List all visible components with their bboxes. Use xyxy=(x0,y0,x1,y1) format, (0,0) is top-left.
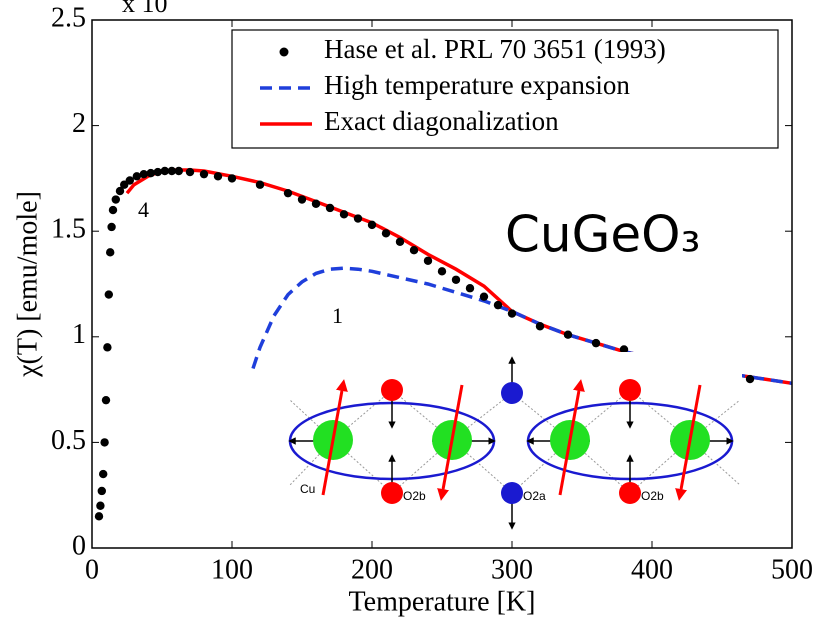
data-point xyxy=(108,205,118,215)
curve-label: 4 xyxy=(138,197,149,222)
data-point xyxy=(339,210,349,219)
legend-label: Exact diagonalization xyxy=(324,106,559,136)
data-point xyxy=(465,284,475,293)
data-point xyxy=(100,438,109,447)
spin-arrow xyxy=(321,379,348,496)
data-point xyxy=(535,322,545,331)
inset: Cu O2b O2a O2b xyxy=(282,352,742,530)
data-point xyxy=(353,214,363,223)
spin-arrow xyxy=(437,384,464,501)
data-point xyxy=(283,188,293,198)
data-point xyxy=(213,172,223,181)
oxygen-o2b xyxy=(381,482,403,504)
y-tick-label: 2 xyxy=(72,108,86,139)
data-point xyxy=(115,186,125,196)
data-point xyxy=(106,248,115,257)
x-tick-label: 300 xyxy=(491,554,533,585)
legend-box xyxy=(231,29,779,149)
y-axis-label: χ(T) [emu/mole] xyxy=(12,191,43,378)
data-point xyxy=(139,169,148,179)
data-point xyxy=(132,172,141,181)
data-point xyxy=(423,256,433,265)
data-point xyxy=(563,330,573,339)
data-point xyxy=(451,275,461,284)
data-point xyxy=(107,222,116,232)
oxygen-o2a xyxy=(501,482,523,504)
data-point xyxy=(104,290,114,299)
x-tick-label: 100 xyxy=(211,554,253,585)
data-point xyxy=(111,195,121,204)
inset-label: O2b xyxy=(641,489,664,503)
legend-marker xyxy=(279,47,289,57)
data-point xyxy=(101,395,111,405)
data-point xyxy=(395,237,405,246)
data-point xyxy=(99,469,108,479)
data-point xyxy=(297,195,307,204)
data-point xyxy=(325,203,335,213)
data-point xyxy=(745,374,755,384)
data-point xyxy=(96,501,105,510)
data-point xyxy=(479,292,489,301)
y-tick-label: 2.5 xyxy=(51,2,86,33)
data-point xyxy=(97,486,107,496)
compound-label: CuGeO₃ xyxy=(505,206,701,264)
legend-label: Hase et al. PRL 70 3651 (1993) xyxy=(324,34,666,64)
oxygen-o2b xyxy=(381,379,403,401)
data-point xyxy=(409,246,419,255)
x-tick-label: 500 xyxy=(771,554,813,585)
data-point xyxy=(146,168,155,178)
spin-arrow xyxy=(675,384,702,501)
data-point xyxy=(381,229,391,238)
data-point xyxy=(255,180,265,189)
data-point xyxy=(174,166,183,176)
data-point xyxy=(153,167,162,177)
curve-label: 1 xyxy=(332,303,343,328)
inset-label: Cu xyxy=(300,482,315,496)
plot-frame xyxy=(91,19,793,549)
data-point xyxy=(199,169,209,179)
y-tick-label: 0.5 xyxy=(51,425,86,456)
data-point xyxy=(185,167,195,177)
spin-arrow xyxy=(558,379,585,496)
data-point xyxy=(591,338,601,348)
oxygen-o2b xyxy=(619,482,641,504)
data-point xyxy=(619,345,629,354)
data-point xyxy=(367,220,377,230)
legend-label: High temperature expansion xyxy=(324,70,630,100)
data-point xyxy=(227,174,237,183)
data-point xyxy=(125,176,134,185)
data-point xyxy=(167,166,176,176)
data-point xyxy=(103,343,112,352)
data-point xyxy=(493,300,503,310)
oxygen-o2a xyxy=(501,382,523,404)
data-point xyxy=(311,199,321,208)
data-point xyxy=(507,309,517,318)
x-axis-label: Temperature [K] xyxy=(349,586,536,617)
oxygen-o2b xyxy=(619,379,641,401)
axis-multiplier: x 10 xyxy=(122,0,168,18)
x-tick-label: 400 xyxy=(631,554,673,585)
y-tick-label: 1.5 xyxy=(51,214,86,245)
data-point xyxy=(160,166,169,176)
inset-label: O2b xyxy=(403,489,426,503)
data-point xyxy=(94,512,104,521)
x-tick-label: 200 xyxy=(351,554,393,585)
y-tick-label: 1 xyxy=(72,319,86,350)
inset-label: O2a xyxy=(523,489,546,503)
curve xyxy=(125,168,793,386)
data-point xyxy=(437,267,447,276)
y-tick-label: 0 xyxy=(72,530,86,561)
x-tick-label: 0 xyxy=(85,554,99,585)
